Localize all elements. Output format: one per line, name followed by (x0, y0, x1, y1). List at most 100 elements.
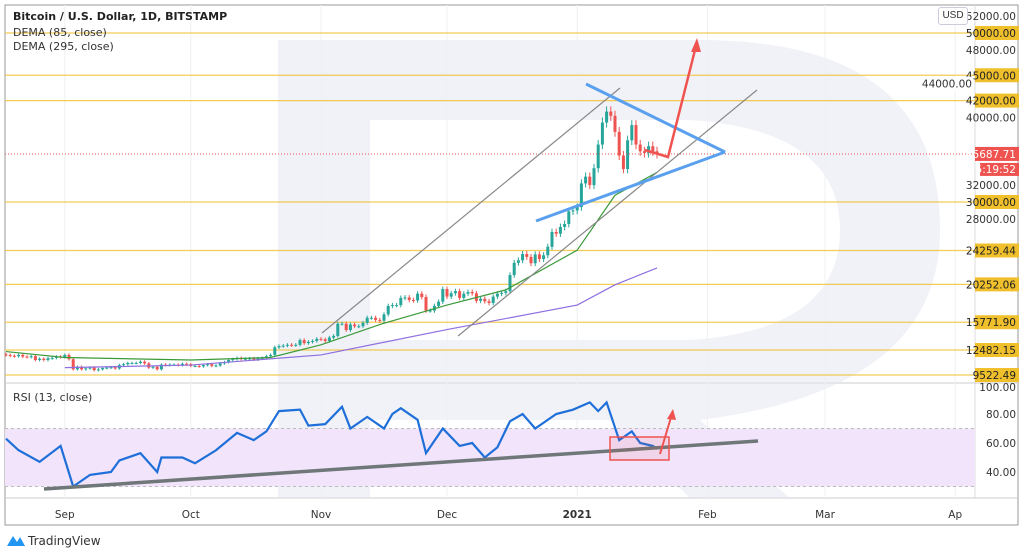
time-tick-label: Feb (698, 509, 717, 521)
time-tick-label: Sep (55, 509, 75, 521)
candle-body (38, 358, 42, 361)
candle-body (395, 305, 399, 307)
level-badge (975, 277, 1019, 292)
level-label: 50000.00 (966, 28, 1016, 40)
candle-body (596, 144, 600, 169)
candle-body (529, 256, 533, 264)
channel-line-upper (321, 87, 621, 334)
candle-body (542, 255, 546, 260)
candle-body (248, 358, 252, 360)
candle-body (126, 362, 130, 365)
level-badge (975, 93, 1019, 108)
candle-body (256, 358, 260, 360)
dema295-legend[interactable]: DEMA (295, close) (13, 40, 114, 53)
level-badge (975, 195, 1019, 209)
candle-body (521, 253, 525, 261)
candle-body (101, 368, 105, 370)
candle-body (260, 357, 264, 359)
candle-body (8, 354, 12, 356)
candle-body (193, 365, 197, 367)
candle-body (306, 341, 310, 344)
candle-body (558, 226, 562, 234)
rsi-tick-label: 40.00 (986, 467, 1016, 479)
candle-body (428, 310, 432, 312)
candle-body (453, 291, 457, 294)
candle-body (575, 207, 579, 211)
countdown-label: 15:19:52 (969, 164, 1016, 176)
candle-body (630, 125, 634, 141)
candle-body (563, 223, 567, 227)
price-tick-label: 40000.00 (966, 113, 1016, 125)
candle-body (466, 291, 470, 294)
candle-body (588, 176, 592, 186)
level-badge (975, 368, 1019, 383)
candle-body (84, 368, 88, 370)
candle-body (365, 317, 369, 323)
candle-body (592, 168, 596, 186)
candle-body (374, 317, 378, 320)
dema85-legend[interactable]: DEMA (85, close) (13, 26, 107, 39)
candle-body (46, 358, 50, 361)
candle-body (390, 305, 394, 307)
rsi-tick-label: 60.00 (986, 438, 1016, 450)
candle-body (495, 293, 499, 297)
candle-body (214, 365, 218, 367)
currency-button[interactable]: USD (938, 7, 968, 25)
candle-body (143, 361, 147, 364)
channel-line-lower (457, 89, 758, 337)
candle-body (487, 301, 491, 303)
tradingview-brand: TradingView (28, 534, 101, 548)
candle-body (399, 297, 403, 306)
watermark-logo (278, 40, 940, 498)
candle-body (424, 297, 428, 311)
candle-body (218, 363, 222, 366)
chart-frame (4, 4, 1019, 526)
candle-body (609, 111, 613, 116)
candle-body (357, 326, 361, 328)
candle-body (50, 357, 54, 359)
candle-body (407, 297, 411, 301)
candle-body (180, 363, 184, 366)
candle-body (651, 146, 655, 152)
candle-body (159, 364, 163, 370)
time-tick-label: Oct (182, 509, 200, 521)
candle-body (285, 344, 289, 346)
rsi-tick-label: 80.00 (986, 409, 1016, 421)
candle-body (353, 324, 357, 327)
candle-body (533, 254, 537, 264)
candle-body (647, 146, 651, 153)
level-badge (975, 243, 1019, 258)
candle-body (642, 151, 646, 153)
candle-body (277, 346, 281, 348)
candle-body (361, 322, 365, 327)
candle-body (96, 369, 100, 371)
candle-body (185, 363, 189, 365)
price-tick-bg (920, 76, 973, 91)
candle-body (621, 155, 625, 170)
candle-body (369, 317, 373, 319)
rsi-line (5, 400, 658, 489)
level-badge (975, 26, 1019, 40)
time-tick-label: Dec (437, 509, 458, 521)
candle-body (273, 347, 277, 355)
candle-body (17, 354, 21, 357)
candle-body (294, 344, 298, 346)
candle-body (600, 122, 604, 145)
candle-body (437, 301, 441, 306)
candle-body (479, 298, 483, 301)
candle-body (75, 366, 79, 370)
candle-body (516, 260, 520, 263)
candle-body (445, 289, 449, 297)
rsi-legend[interactable]: RSI (13, close) (13, 391, 93, 404)
time-tick-label: Mar (815, 509, 835, 521)
candle-body (134, 362, 138, 364)
candle-body (613, 115, 617, 132)
candle-body (508, 275, 512, 292)
candle-body (584, 176, 588, 184)
time-tick-label: Ap (948, 509, 962, 521)
candle-body (340, 323, 344, 325)
candle-body (206, 364, 210, 366)
candle-body (197, 365, 201, 367)
candle-body (470, 291, 474, 294)
